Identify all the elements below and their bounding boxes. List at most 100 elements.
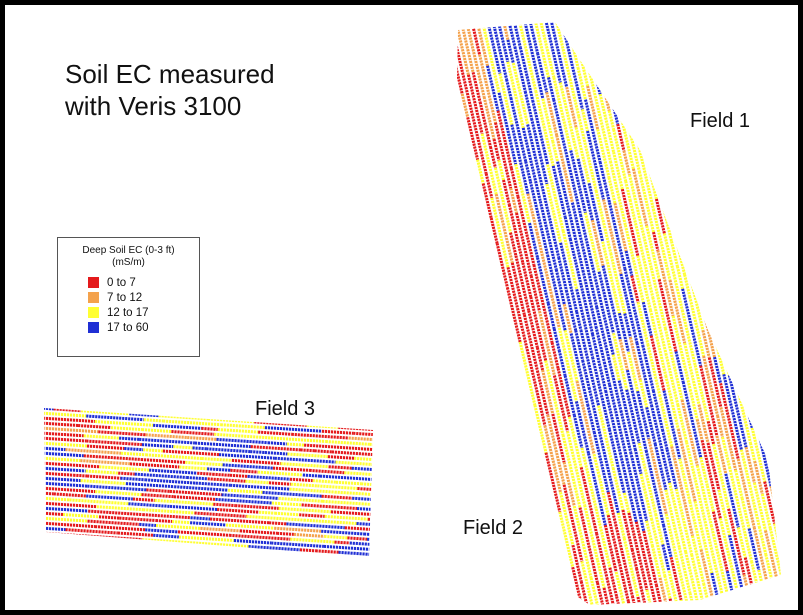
field3-pass-segment <box>272 466 310 472</box>
field-pass-segment <box>636 390 651 439</box>
field-pass-segment <box>772 430 781 506</box>
field-pass-segment <box>669 556 683 601</box>
field-pass-segment <box>692 22 701 44</box>
field-pass-segment <box>689 255 700 286</box>
field-pass-segment <box>544 22 562 83</box>
field-pass-segment <box>695 419 704 441</box>
field-pass-segment <box>505 287 522 343</box>
field-pass-segment <box>674 601 682 605</box>
field-pass-segment <box>656 116 673 171</box>
field-pass-segment <box>556 161 576 233</box>
field-pass-segment <box>464 22 486 98</box>
field-pass-segment <box>471 71 482 103</box>
field-pass-segment <box>770 354 781 405</box>
field-pass-segment <box>720 252 731 282</box>
field-pass-segment <box>528 181 550 256</box>
field-pass-segment <box>497 92 518 165</box>
field3-pass-segment <box>86 494 133 501</box>
field-pass-segment <box>735 293 748 335</box>
field-pass-segment <box>590 219 605 266</box>
field-pass-segment <box>724 22 745 94</box>
field-pass-segment <box>679 599 688 605</box>
field3-pass-segment <box>120 451 146 457</box>
field-pass-segment <box>798 467 803 530</box>
field3-pass-segment <box>44 476 81 483</box>
field3-pass-segment <box>195 481 231 487</box>
field3-pass-segment <box>338 425 373 432</box>
field-pass-segment <box>692 39 705 83</box>
field3-pass-segment <box>44 446 66 452</box>
field-pass-segment <box>676 428 697 502</box>
field3-pass-segment <box>155 524 201 530</box>
field-pass-segment <box>652 50 665 91</box>
field3-pass-segment <box>142 513 191 520</box>
field-pass-segment <box>541 98 555 142</box>
field-2-label: Field 2 <box>463 517 524 539</box>
field-pass-segment <box>561 434 582 508</box>
field-pass-segment <box>611 354 621 381</box>
field-pass-segment <box>535 347 545 371</box>
field3-pass-segment <box>262 490 322 498</box>
field3-pass-segment <box>306 423 339 429</box>
field-pass-segment <box>763 233 780 292</box>
field-pass-segment <box>623 22 643 87</box>
field-pass-segment <box>586 200 594 221</box>
field-pass-segment <box>597 475 610 516</box>
field-3-label: Field 3 <box>255 398 316 420</box>
field3-pass-segment <box>261 555 317 557</box>
field-pass-segment <box>670 240 679 267</box>
field-pass-segment <box>527 310 539 349</box>
field-pass-segment <box>598 93 616 153</box>
field-pass-segment <box>574 330 585 361</box>
field-pass-segment <box>712 127 730 189</box>
field3-pass-segment <box>222 463 273 470</box>
field-pass-segment <box>682 22 698 76</box>
field-pass-segment <box>661 544 671 572</box>
field-pass-segment <box>511 62 530 125</box>
field-pass-segment <box>637 442 658 515</box>
field3-pass-segment <box>44 471 74 477</box>
field3-pass-segment <box>80 409 130 416</box>
field-pass-segment <box>631 168 649 227</box>
field-pass-segment <box>529 275 541 312</box>
field-pass-segment <box>661 89 680 157</box>
field-pass-segment <box>725 570 734 591</box>
field-pass-segment <box>663 575 672 600</box>
field3-pass-segment <box>321 429 354 435</box>
legend-swatch-red <box>88 277 99 288</box>
field-pass-segment <box>737 599 746 605</box>
field3-pass-segment <box>167 549 209 556</box>
field3-pass-segment <box>44 456 81 463</box>
field3-pass-segment <box>321 529 365 536</box>
field-pass-segment <box>701 81 710 102</box>
field-pass-segment <box>576 87 584 110</box>
legend-label: 0 to 7 <box>107 276 136 289</box>
field-pass-segment <box>790 205 803 260</box>
field-pass-segment <box>744 333 764 404</box>
field-pass-segment <box>712 242 726 284</box>
field-pass-segment <box>716 415 724 438</box>
field-pass-segment <box>639 42 652 80</box>
field-pass-segment <box>675 265 685 290</box>
field-pass-segment <box>579 329 601 407</box>
field3-pass-segment <box>232 553 262 557</box>
field-pass-segment <box>532 264 554 344</box>
field3-pass-segment <box>153 423 202 430</box>
field3-pass-segment <box>214 432 272 440</box>
field-pass-segment <box>650 404 672 484</box>
field3-pass-segment <box>194 441 251 449</box>
field-pass-segment <box>613 202 628 252</box>
field-pass-segment <box>536 52 549 93</box>
field-pass-segment <box>734 176 743 201</box>
field-pass-segment <box>662 233 684 311</box>
field-pass-segment <box>660 22 680 88</box>
field3-pass-segment <box>330 510 373 517</box>
field-pass-segment <box>495 242 509 288</box>
field-pass-segment <box>625 369 635 395</box>
field3-pass-segment <box>98 515 120 520</box>
field-pass-segment <box>768 322 781 394</box>
field-pass-segment <box>726 188 748 266</box>
field3-pass-segment <box>98 430 146 437</box>
field-pass-segment <box>622 330 630 353</box>
field3-pass-segment <box>278 506 331 514</box>
